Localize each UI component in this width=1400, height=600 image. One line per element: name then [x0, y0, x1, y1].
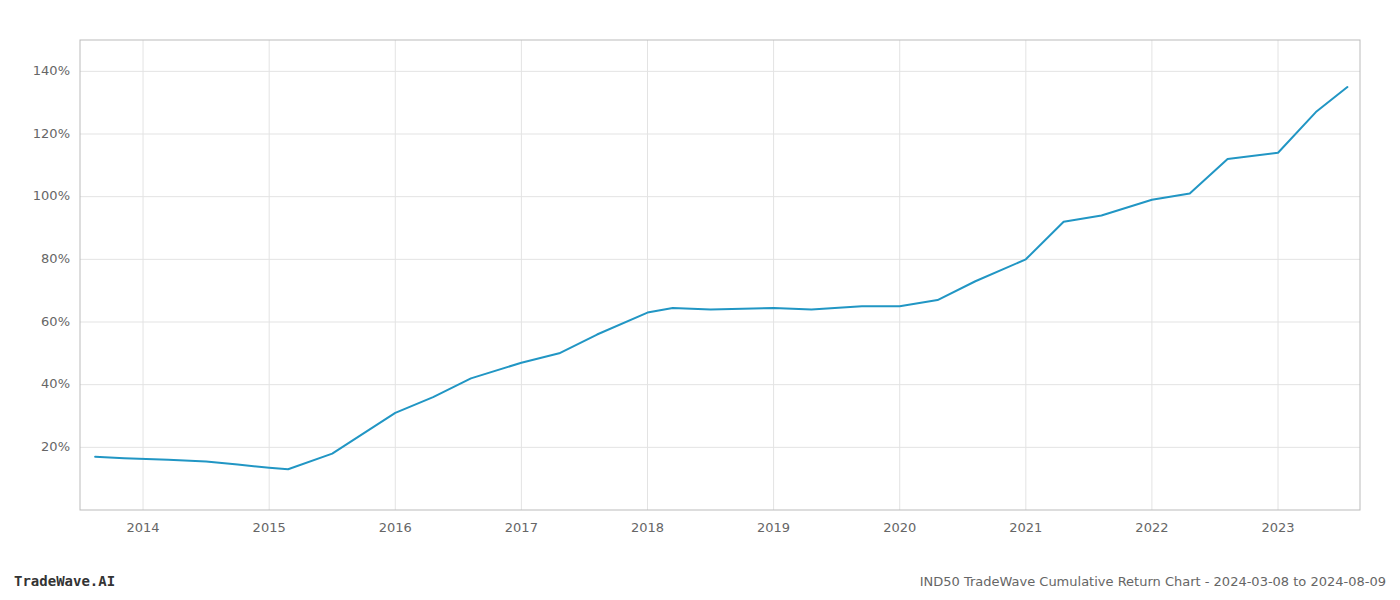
x-tick-label: 2021: [1009, 520, 1042, 535]
data-layer: [95, 87, 1347, 469]
x-tick-label: 2014: [127, 520, 160, 535]
tick-labels: 20% 40% 60% 80% 100% 120% 140% 2014 2015 2016 2017…: [33, 63, 1295, 535]
page: {"chart_data": {"type": "line", "annotat…: [0, 0, 1400, 600]
y-grid-line: [80, 447, 1360, 448]
x-tick-label: 2017: [505, 520, 538, 535]
x-tick-label: 2015: [253, 520, 286, 535]
y-tick-label: 100%: [33, 188, 70, 203]
y-grid-line: [80, 384, 1360, 385]
x-grid-line: [143, 40, 144, 510]
y-tick-label: 20%: [41, 439, 70, 454]
y-grid-line: [80, 259, 1360, 260]
x-grid-line: [1025, 40, 1026, 510]
x-grid-line: [647, 40, 648, 510]
y-grid-line: [80, 71, 1360, 72]
x-tick-label: 2016: [379, 520, 412, 535]
x-grid-line: [773, 40, 774, 510]
x-grid-line: [1151, 40, 1152, 510]
y-grid-line: [80, 134, 1360, 135]
y-tick-label: 140%: [33, 63, 70, 78]
line-series: [95, 87, 1347, 469]
x-grid-line: [899, 40, 900, 510]
chart: 20% 40% 60% 80% 100% 120% 140% 2014 2015 2016 2017…: [0, 0, 1400, 600]
plot-frame: [80, 40, 1360, 510]
grid: [80, 40, 1360, 510]
x-tick-label: 2023: [1261, 520, 1294, 535]
y-tick-label: 40%: [41, 376, 70, 391]
x-tick-label: 2019: [757, 520, 790, 535]
x-grid-line: [269, 40, 270, 510]
y-tick-label: 120%: [33, 126, 70, 141]
x-grid-line: [395, 40, 396, 510]
footer-right: IND50 TradeWave Cumulative Return Chart …: [920, 574, 1386, 589]
x-grid-line: [1278, 40, 1279, 510]
x-tick-label: 2020: [883, 520, 916, 535]
x-tick-label: 2022: [1135, 520, 1168, 535]
footer-left: TradeWave.AI: [14, 573, 115, 589]
y-grid-line: [80, 322, 1360, 323]
y-tick-label: 60%: [41, 314, 70, 329]
x-grid-line: [521, 40, 522, 510]
y-tick-label: 80%: [41, 251, 70, 266]
x-tick-label: 2018: [631, 520, 664, 535]
